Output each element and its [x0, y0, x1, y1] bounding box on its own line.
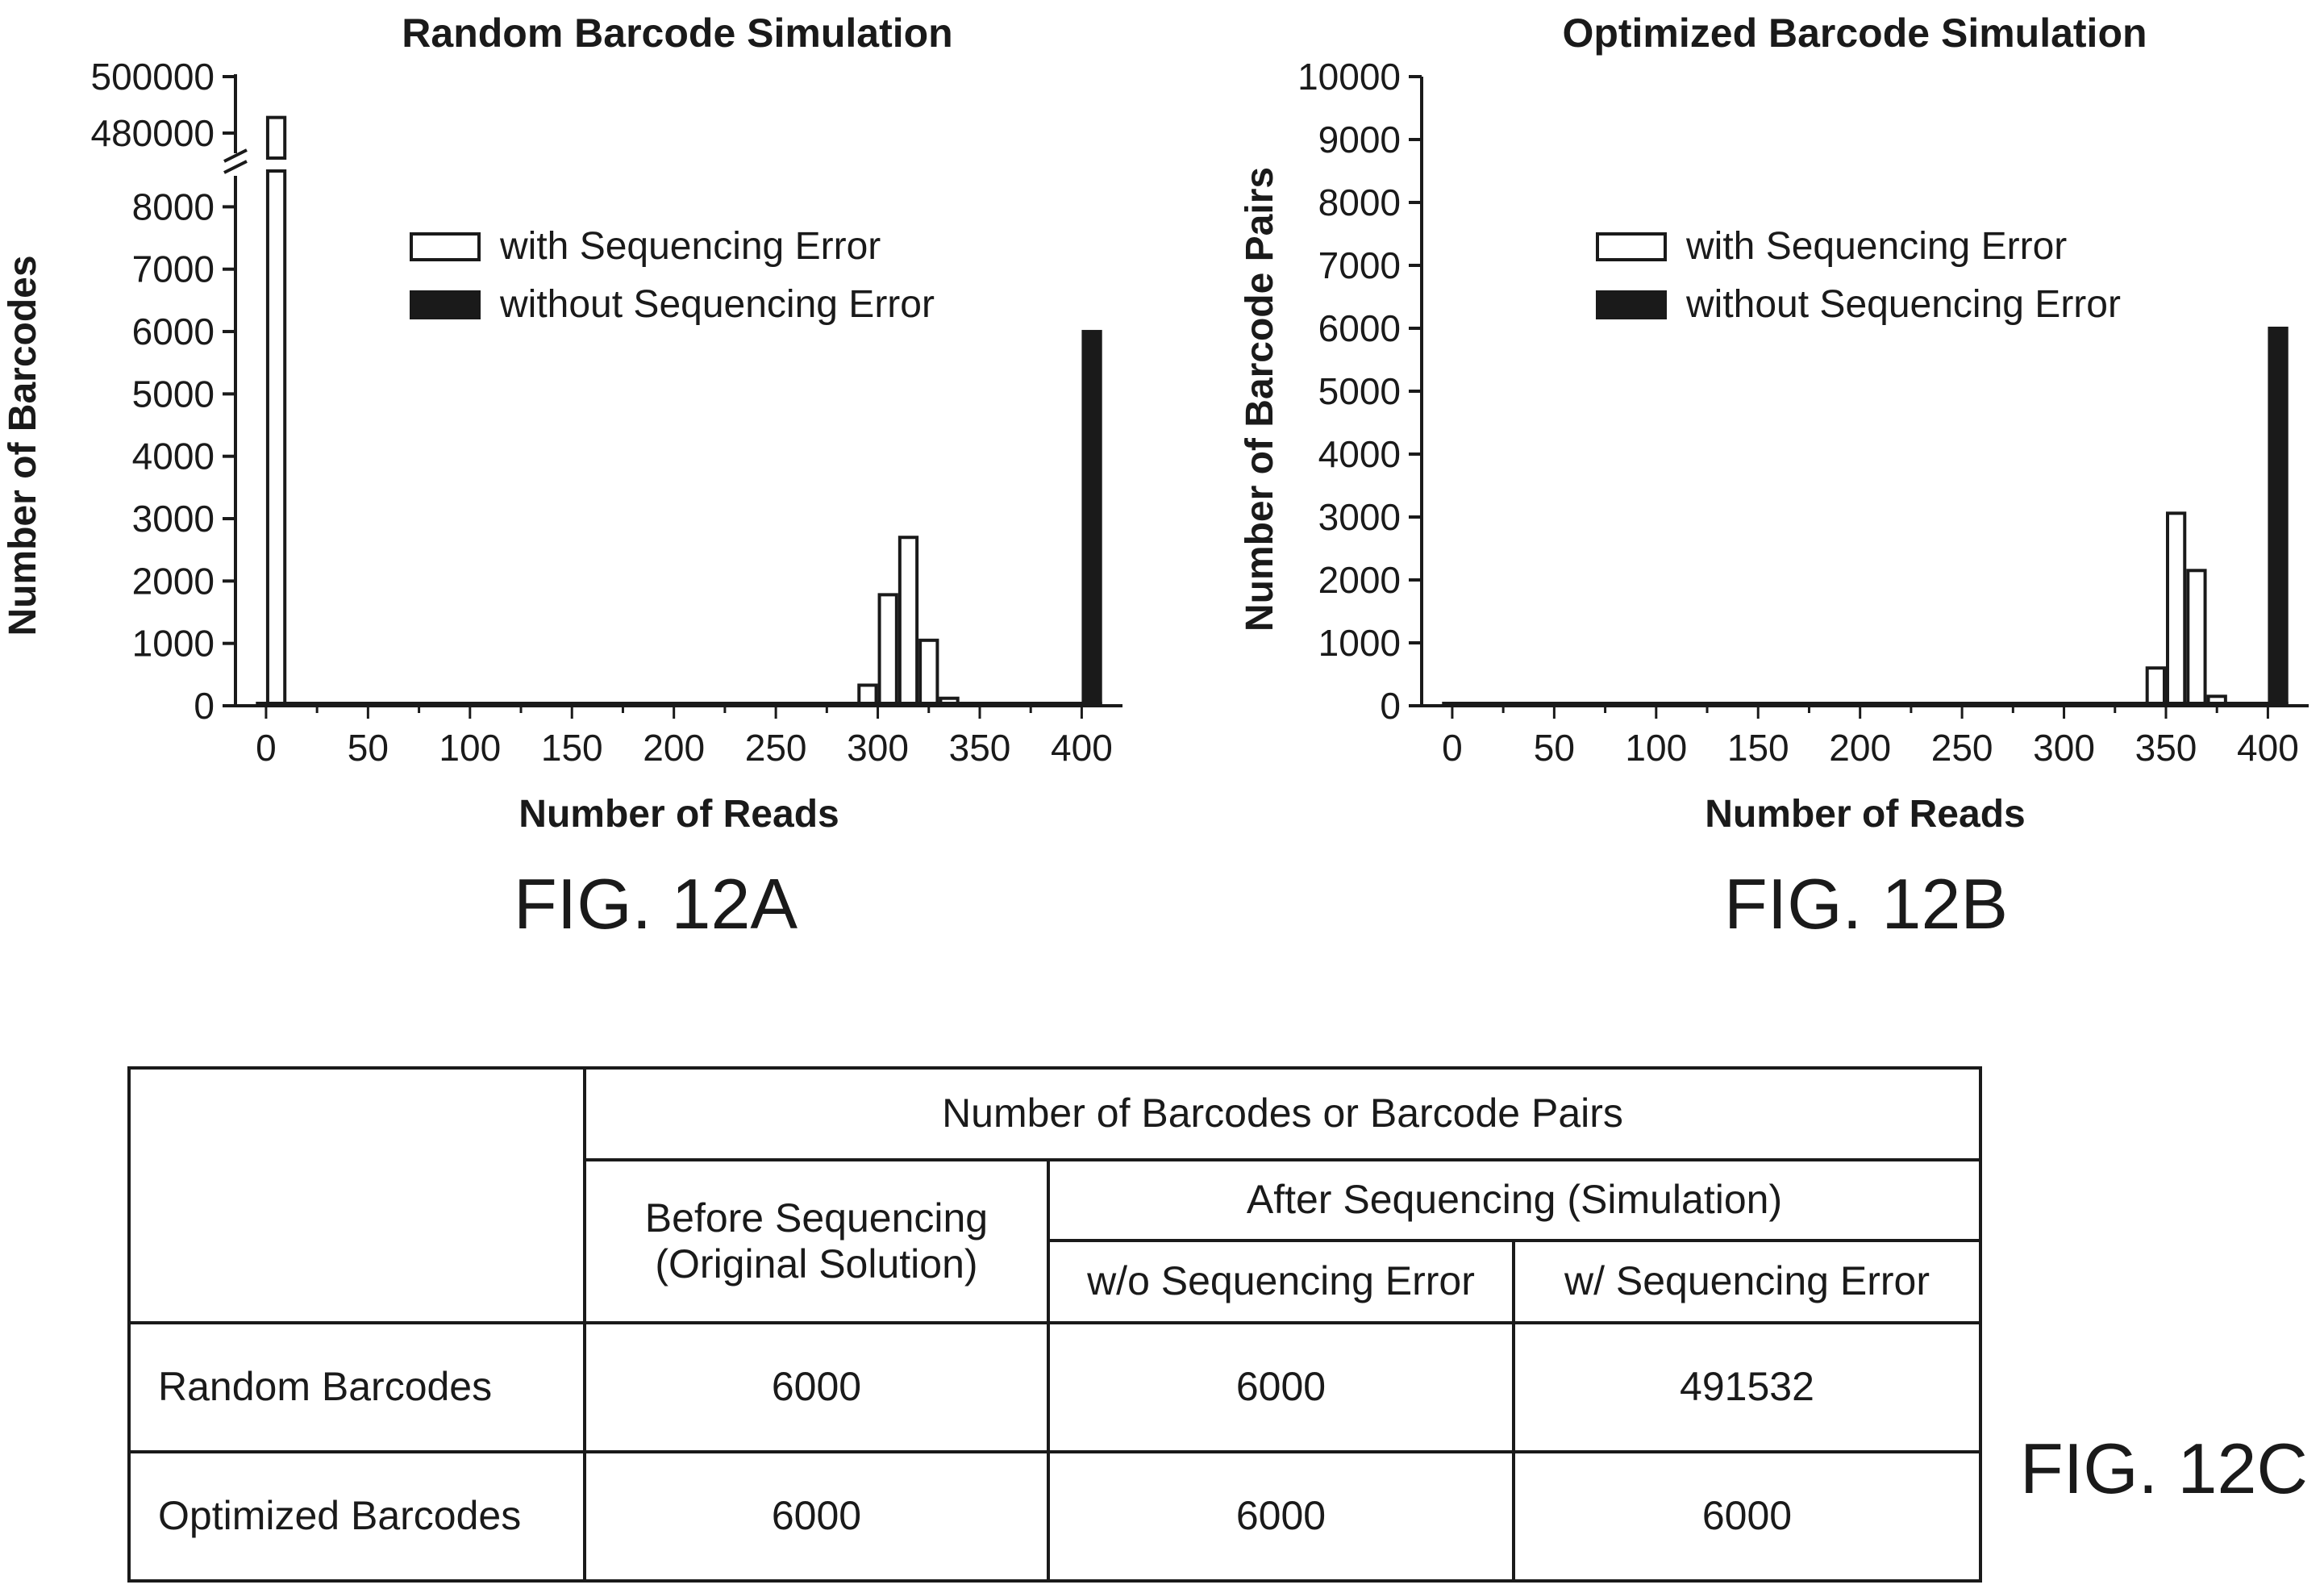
table-cell: 6000 [1511, 1450, 1983, 1583]
legend-swatch [410, 232, 481, 261]
y-tick-label: 10000 [1297, 56, 1401, 98]
x-tick-label: 200 [1829, 727, 1891, 769]
y-tick-label: 0 [1380, 685, 1401, 727]
legend-swatch [410, 290, 481, 319]
y-tick-label: 8000 [132, 186, 214, 227]
x-tick-label: 0 [256, 727, 277, 769]
x-tick-label: 350 [949, 727, 1011, 769]
bar [2165, 511, 2187, 707]
y-tick-label: 3000 [132, 498, 214, 540]
table-cell: 6000 [1046, 1450, 1515, 1583]
y-tick-label: 1000 [132, 623, 214, 665]
x-tick-label: 0 [1442, 727, 1463, 769]
y-tick-label: 500000 [91, 56, 215, 98]
x-tick-label: 250 [1931, 727, 1993, 769]
table-cell: 491532 [1511, 1321, 1983, 1453]
bar [918, 638, 939, 708]
chart-title: Random Barcode Simulation [402, 10, 952, 56]
y-tick-label: 9000 [1318, 119, 1401, 161]
bar [2206, 694, 2227, 707]
bar-upper-segment [265, 115, 287, 160]
legend-label: without Sequencing Error [1685, 283, 2121, 326]
table-cell: 6000 [582, 1450, 1050, 1583]
legend-label: with Sequencing Error [499, 225, 881, 268]
legend-label: with Sequencing Error [1685, 225, 2067, 268]
table-row: Random Barcodes 6000 6000 491532 [127, 1321, 1983, 1453]
bar [1081, 330, 1102, 707]
y-tick-label: 480000 [91, 112, 215, 154]
table-row-label: Optimized Barcodes [127, 1450, 586, 1583]
x-tick-label: 50 [348, 727, 389, 769]
x-axis-label: Number of Reads [519, 793, 839, 836]
x-tick-label: 350 [2135, 727, 2197, 769]
bar [2145, 666, 2166, 708]
chart-title: Optimized Barcode Simulation [1562, 10, 2147, 56]
summary-table: Number of Barcodes or Barcode Pairs Befo… [127, 1066, 1983, 1583]
bar [2268, 327, 2289, 707]
x-tick-label: 100 [439, 727, 501, 769]
y-tick-label: 4000 [1318, 433, 1401, 475]
table-row-label: Random Barcodes [127, 1321, 586, 1453]
y-tick-label: 2000 [1318, 559, 1401, 601]
x-tick-label: 100 [1625, 727, 1687, 769]
bar [265, 169, 287, 707]
legend-label: without Sequencing Error [499, 283, 935, 326]
x-tick-label: 300 [2033, 727, 2095, 769]
figure-label-12c: FIG. 12C [2020, 1428, 2308, 1508]
y-tick-label: 0 [194, 685, 214, 727]
axis-break-mark [223, 148, 248, 163]
table-cell: 6000 [582, 1321, 1050, 1453]
y-tick-label: 6000 [1318, 307, 1401, 349]
table-col-without-error: w/o Sequencing Error [1046, 1239, 1515, 1324]
y-tick-label: 1000 [1318, 622, 1401, 664]
y-tick-label: 8000 [1318, 181, 1401, 223]
charts-area: Random Barcode Simulation010002000300040… [2, 10, 2309, 836]
y-tick-label: 6000 [132, 311, 214, 352]
y-tick-label: 4000 [132, 436, 214, 477]
x-tick-label: 150 [541, 727, 603, 769]
legend-swatch [1596, 232, 1667, 261]
table-group-header: Number of Barcodes or Barcode Pairs [582, 1066, 1983, 1161]
table-subheader-row-2: w/o Sequencing Error w/ Sequencing Error [129, 1239, 1983, 1324]
y-tick-label: 5000 [132, 373, 214, 415]
figure-label-12a: FIG. 12A [514, 864, 798, 944]
bar [2186, 569, 2207, 707]
y-tick-label: 7000 [132, 248, 214, 290]
table-before-header-line2: (Original Solution) [655, 1241, 978, 1286]
y-tick-label: 2000 [132, 560, 214, 602]
y-axis-label: Number of Barcode Pairs [1239, 167, 1281, 632]
legend-swatch [1596, 290, 1667, 319]
table-header-row: Number of Barcodes or Barcode Pairs [127, 1066, 1983, 1324]
axis-break-mark [223, 160, 248, 174]
y-tick-label: 7000 [1318, 244, 1401, 286]
x-tick-label: 200 [643, 727, 705, 769]
x-tick-label: 400 [2237, 727, 2299, 769]
table-col-with-error: w/ Sequencing Error [1511, 1239, 1983, 1324]
y-tick-label: 3000 [1318, 496, 1401, 538]
table-before-header-line1: Before Sequencing [644, 1195, 989, 1241]
y-tick-label: 5000 [1318, 370, 1401, 412]
table-row: Optimized Barcodes 6000 6000 6000 [127, 1450, 1983, 1583]
table-subheader-row: Before Sequencing (Original Solution) Af… [129, 1158, 1983, 1324]
bar [898, 536, 919, 708]
table-cell: 6000 [1046, 1321, 1515, 1453]
y-axis-label: Number of Barcodes [2, 255, 44, 636]
x-tick-label: 50 [1534, 727, 1575, 769]
x-tick-label: 300 [847, 727, 909, 769]
table-before-header: Before Sequencing (Original Solution) [582, 1158, 1050, 1324]
x-tick-label: 400 [1051, 727, 1113, 769]
figure-label-12b: FIG. 12B [1724, 864, 2009, 944]
table-after-header: After Sequencing (Simulation) [1046, 1158, 1983, 1242]
x-tick-label: 250 [745, 727, 807, 769]
bar [857, 683, 878, 707]
x-tick-label: 150 [1727, 727, 1789, 769]
x-axis-label: Number of Reads [1705, 793, 2025, 836]
table-corner-cell [127, 1066, 586, 1324]
bar [877, 593, 898, 708]
